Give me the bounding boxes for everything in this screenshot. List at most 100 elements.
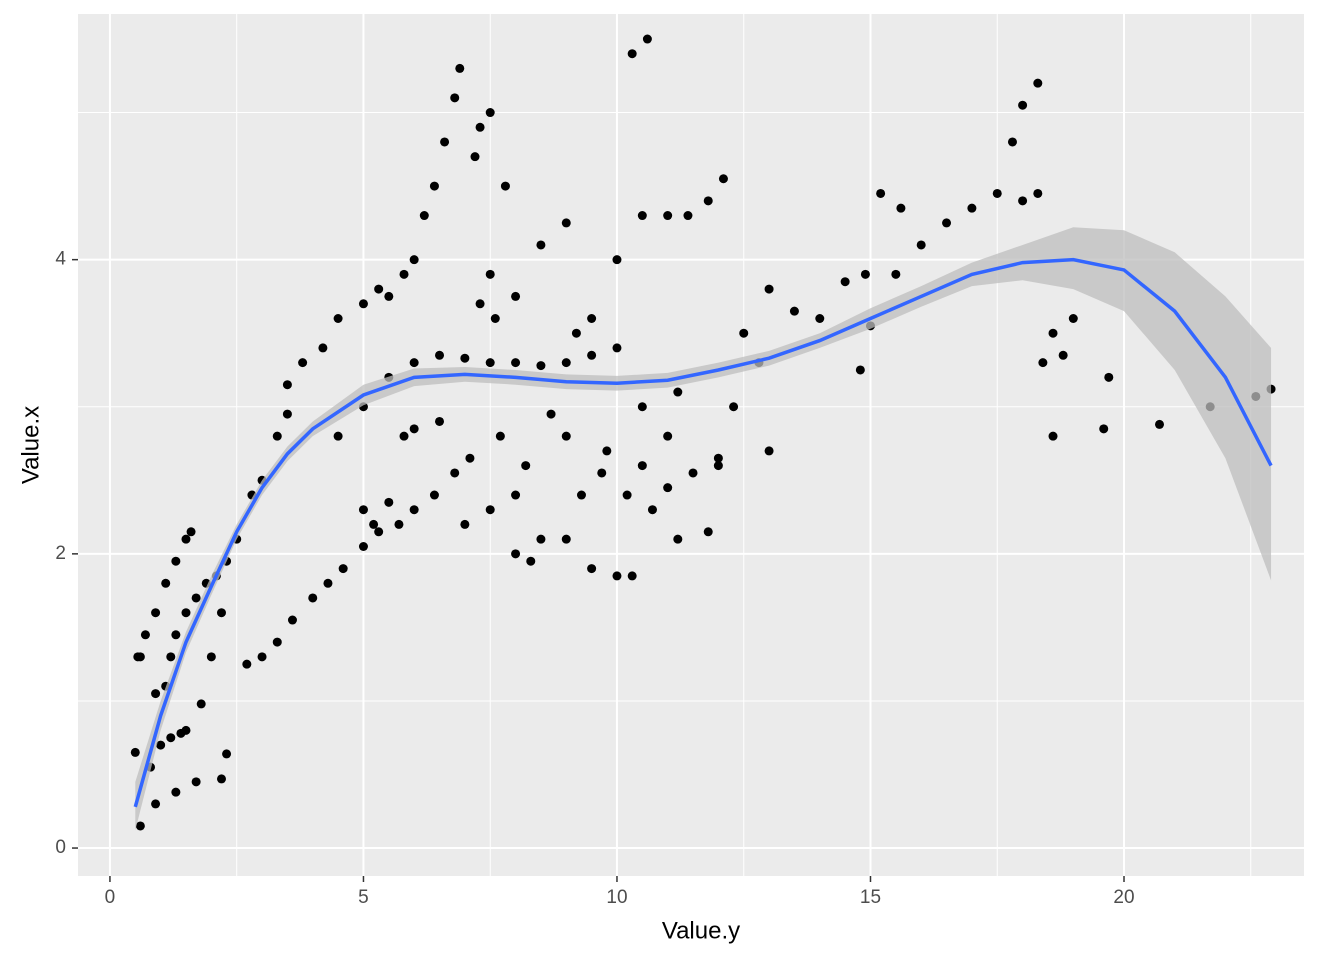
point — [1018, 196, 1028, 206]
point — [511, 291, 521, 301]
point — [1048, 328, 1058, 338]
point — [399, 269, 409, 279]
point — [612, 255, 622, 265]
x-tick-label: 20 — [1113, 887, 1134, 908]
point — [1058, 350, 1068, 360]
point — [374, 284, 384, 294]
point — [536, 240, 546, 250]
point — [546, 409, 556, 419]
x-tick-label: 5 — [358, 887, 369, 908]
point — [663, 431, 673, 441]
point — [130, 747, 140, 757]
y-tick-label: 2 — [55, 543, 66, 564]
point — [789, 306, 799, 316]
point — [358, 505, 368, 515]
point — [561, 358, 571, 368]
point — [171, 630, 181, 640]
point — [916, 240, 926, 250]
point — [308, 593, 318, 603]
point — [435, 350, 445, 360]
point — [333, 431, 343, 441]
point — [384, 497, 394, 507]
point — [450, 468, 460, 478]
point — [663, 211, 673, 221]
point — [597, 468, 607, 478]
point — [455, 63, 465, 73]
point — [191, 593, 201, 603]
point — [896, 203, 906, 213]
point — [673, 387, 683, 397]
point — [318, 343, 328, 353]
point — [181, 534, 191, 544]
point — [358, 299, 368, 309]
point — [206, 652, 216, 662]
point — [135, 821, 145, 831]
point — [257, 652, 267, 662]
point — [576, 490, 586, 500]
point — [171, 556, 181, 566]
point — [222, 749, 232, 759]
point — [384, 291, 394, 301]
point — [1018, 100, 1028, 110]
point — [490, 313, 500, 323]
point — [627, 571, 637, 581]
point — [703, 527, 713, 537]
point — [612, 343, 622, 353]
point — [151, 689, 161, 699]
point — [673, 534, 683, 544]
point — [338, 564, 348, 574]
point — [561, 534, 571, 544]
point — [683, 211, 693, 221]
point — [429, 490, 439, 500]
point — [1099, 424, 1109, 434]
y-tick-label: 0 — [55, 837, 66, 858]
point — [460, 353, 470, 363]
point — [536, 361, 546, 371]
point — [647, 505, 657, 515]
x-tick-label: 10 — [606, 887, 627, 908]
point — [526, 556, 536, 566]
point — [196, 699, 206, 709]
point — [485, 358, 495, 368]
point — [1007, 137, 1017, 147]
point — [470, 152, 480, 162]
point — [394, 519, 404, 529]
point — [374, 527, 384, 537]
point — [151, 799, 161, 809]
point — [429, 181, 439, 191]
point — [282, 380, 292, 390]
point — [161, 578, 171, 588]
point — [450, 93, 460, 103]
smooth-line — [133, 257, 1273, 808]
point — [166, 652, 176, 662]
point — [485, 269, 495, 279]
point — [133, 652, 143, 662]
point — [191, 777, 201, 787]
point — [186, 527, 196, 537]
point — [536, 534, 546, 544]
point — [855, 365, 865, 375]
point — [729, 402, 739, 412]
point — [1154, 419, 1164, 429]
point — [718, 174, 728, 184]
point — [171, 787, 181, 797]
point — [181, 608, 191, 618]
point — [333, 313, 343, 323]
point — [622, 490, 632, 500]
point — [409, 505, 419, 515]
point — [587, 564, 597, 574]
point — [156, 740, 166, 750]
point — [627, 49, 637, 59]
point — [703, 196, 713, 206]
point — [298, 358, 308, 368]
point — [272, 431, 282, 441]
point — [612, 571, 622, 581]
point — [1038, 358, 1048, 368]
point — [739, 328, 749, 338]
point — [713, 461, 723, 471]
point — [860, 269, 870, 279]
point — [602, 446, 612, 456]
point — [521, 461, 531, 471]
point — [637, 402, 647, 412]
